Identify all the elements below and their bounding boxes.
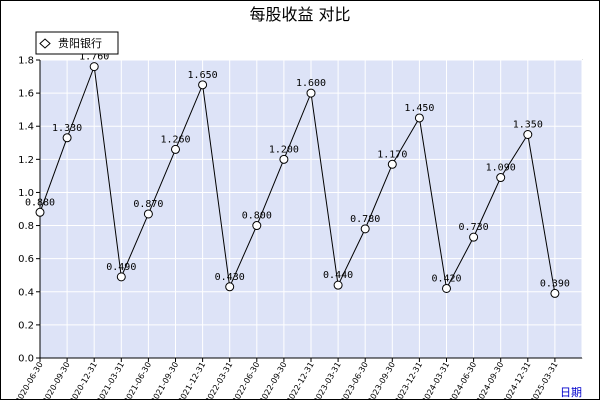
data-point — [279, 154, 289, 164]
y-tick-label: 1.6 — [18, 89, 34, 100]
series-line — [39, 66, 556, 294]
data-label: 1.450 — [404, 103, 434, 114]
data-point — [306, 88, 316, 98]
data-label: 1.600 — [296, 78, 326, 89]
data-point — [550, 288, 560, 298]
data-point — [35, 207, 45, 217]
data-point — [252, 221, 262, 231]
x-tick-label: 2022-09-30 — [258, 361, 289, 400]
data-label: 0.780 — [350, 214, 380, 225]
data-point — [225, 282, 235, 292]
data-label: 0.800 — [242, 211, 272, 222]
y-tick-label: 0.2 — [18, 320, 34, 331]
data-label: 1.350 — [513, 120, 543, 131]
data-label: 1.650 — [188, 70, 218, 81]
data-label: 1.200 — [269, 144, 299, 155]
chart-title: 每股收益 对比 — [249, 5, 350, 24]
data-label: 0.730 — [459, 222, 489, 233]
y-tick-label: 1.8 — [18, 56, 34, 67]
data-point — [116, 272, 126, 282]
y-tick-label: 0.0 — [18, 354, 34, 365]
data-label: 0.440 — [323, 270, 353, 281]
x-tick-label: 2022-03-31 — [203, 361, 234, 400]
x-tick-label: 2024-12-31 — [501, 361, 532, 400]
data-point — [143, 209, 153, 219]
y-tick-label: 0.4 — [18, 287, 34, 298]
x-tick-label: 2023-09-30 — [366, 361, 397, 400]
x-tick-label: 2020-12-31 — [68, 361, 99, 400]
data-point — [414, 113, 424, 123]
data-label: 0.490 — [106, 262, 136, 273]
data-label: 0.430 — [215, 272, 245, 283]
x-axis-title: 日期 — [560, 386, 582, 399]
y-tick-label: 0.6 — [18, 254, 34, 265]
legend-marker-icon — [39, 38, 51, 49]
y-tick-label: 1.4 — [18, 122, 34, 133]
x-tick-label: 2024-09-30 — [474, 361, 505, 400]
y-tick-label: 1.2 — [18, 155, 34, 166]
data-point — [89, 62, 99, 72]
data-point — [360, 224, 370, 234]
data-point — [496, 173, 506, 183]
x-tick-label: 2023-03-31 — [312, 361, 343, 400]
x-tick-label: 2021-09-30 — [149, 361, 180, 400]
x-tick-label: 2021-12-31 — [176, 361, 207, 400]
x-tick-label: 2024-03-31 — [420, 361, 451, 400]
data-point — [198, 80, 208, 90]
data-label: 1.330 — [52, 123, 82, 134]
x-tick-label: 2023-06-30 — [339, 361, 370, 400]
legend-label: 贵阳银行 — [58, 36, 102, 50]
y-tick-label: 0.8 — [18, 221, 34, 232]
data-label: 1.170 — [377, 149, 407, 160]
data-point — [387, 159, 397, 169]
data-label: 0.420 — [431, 273, 461, 284]
data-label: 1.760 — [79, 52, 109, 63]
x-tick-label: 2022-06-30 — [230, 361, 261, 400]
x-tick-label: 2020-06-30 — [14, 361, 45, 400]
x-tick-label: 2024-06-30 — [447, 360, 478, 400]
data-point — [442, 283, 451, 293]
data-point — [171, 144, 180, 154]
data-label: 1.090 — [486, 163, 516, 174]
data-label: 0.390 — [540, 278, 570, 289]
x-tick-label: 2023-12-31 — [393, 361, 424, 400]
x-tick-label: 2025-03-31 — [529, 361, 560, 400]
y-tick-label: 1.0 — [18, 188, 34, 199]
data-point — [333, 280, 343, 290]
x-tick-label: 2022-12-31 — [285, 361, 316, 400]
data-label: 0.870 — [133, 199, 163, 210]
data-label: 0.880 — [25, 197, 55, 208]
x-tick-label: 2021-06-30 — [122, 361, 153, 400]
data-point — [523, 130, 533, 139]
legend: 贵阳银行 — [35, 31, 119, 55]
x-tick-label: 2020-09-30 — [41, 361, 72, 400]
legend-box — [35, 31, 119, 55]
data-point — [469, 232, 479, 242]
data-point — [62, 133, 72, 143]
data-label: 1.260 — [160, 134, 190, 145]
x-tick-label: 2021-03-31 — [95, 361, 126, 400]
